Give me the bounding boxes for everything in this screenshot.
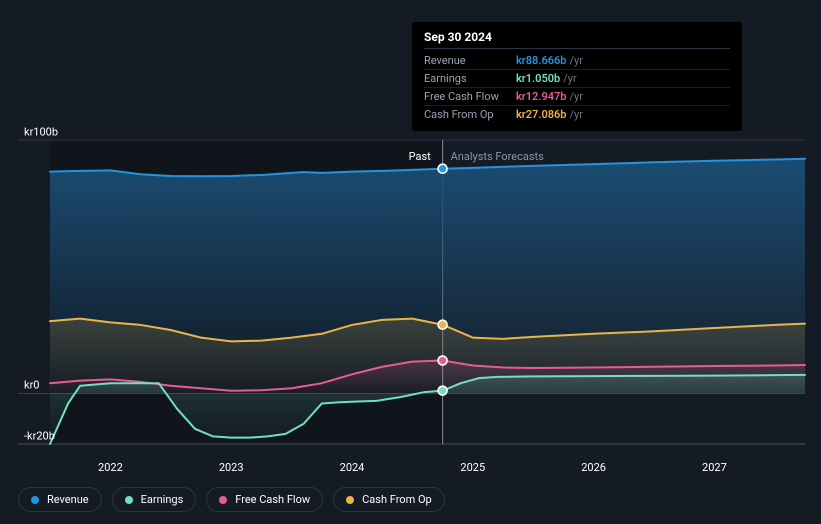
y-tick-label: kr0 — [24, 379, 40, 392]
tooltip-metric-unit: /yr — [570, 108, 583, 121]
x-tick-label: 2023 — [219, 461, 244, 474]
x-tick-label: 2026 — [581, 461, 606, 474]
legend-dot-icon — [125, 496, 133, 504]
legend-label: Earnings — [141, 493, 184, 506]
y-tick-label: kr100b — [24, 126, 58, 139]
legend-item-revenue[interactable]: Revenue — [18, 487, 102, 512]
tooltip-metric-unit: /yr — [570, 90, 583, 103]
tooltip-metric-unit: /yr — [570, 54, 583, 67]
legend-item-earnings[interactable]: Earnings — [112, 487, 197, 512]
chart-legend: Revenue Earnings Free Cash Flow Cash From O… — [18, 487, 445, 512]
y-tick-label: -kr20b — [24, 430, 55, 443]
tooltip-row: Earningskr1.050b/yr — [424, 70, 730, 88]
tooltip-date: Sep 30 2024 — [424, 30, 730, 49]
tooltip-row: Free Cash Flowkr12.947b/yr — [424, 88, 730, 106]
tooltip-metric-label: Free Cash Flow — [424, 88, 516, 105]
tooltip-metric-value: kr88.666b — [516, 54, 567, 67]
tooltip-row: Revenuekr88.666b/yr — [424, 52, 730, 70]
tooltip-metric-label: Cash From Op — [424, 106, 516, 123]
x-tick-label: 2025 — [460, 461, 485, 474]
x-tick-label: 2027 — [702, 461, 727, 474]
legend-label: Cash From Op — [362, 493, 432, 506]
past-label: Past — [409, 150, 431, 163]
tooltip-metric-label: Revenue — [424, 52, 516, 69]
tooltip-metric-unit: /yr — [563, 72, 576, 85]
tooltip-metric-label: Earnings — [424, 70, 516, 87]
finance-chart: kr100b kr0 -kr20b 2022 2023 2024 2025 2026 2027… — [0, 0, 821, 524]
legend-dot-icon — [219, 496, 227, 504]
tooltip-metric-value: kr12.947b — [516, 90, 567, 103]
tooltip-metric-value: kr27.086b — [516, 108, 567, 121]
legend-item-cash_from_op[interactable]: Cash From Op — [333, 487, 445, 512]
legend-label: Revenue — [47, 493, 89, 506]
legend-dot-icon — [346, 496, 354, 504]
x-tick-label: 2024 — [340, 461, 365, 474]
data-tooltip: Sep 30 2024 Revenuekr88.666b/yrEarningsk… — [412, 22, 742, 131]
legend-label: Free Cash Flow — [235, 493, 310, 506]
tooltip-row: Cash From Opkr27.086b/yr — [424, 106, 730, 123]
legend-dot-icon — [31, 496, 39, 504]
x-tick-label: 2022 — [98, 461, 123, 474]
forecast-label: Analysts Forecasts — [451, 150, 544, 163]
tooltip-metric-value: kr1.050b — [516, 72, 560, 85]
legend-item-free_cash_flow[interactable]: Free Cash Flow — [206, 487, 323, 512]
